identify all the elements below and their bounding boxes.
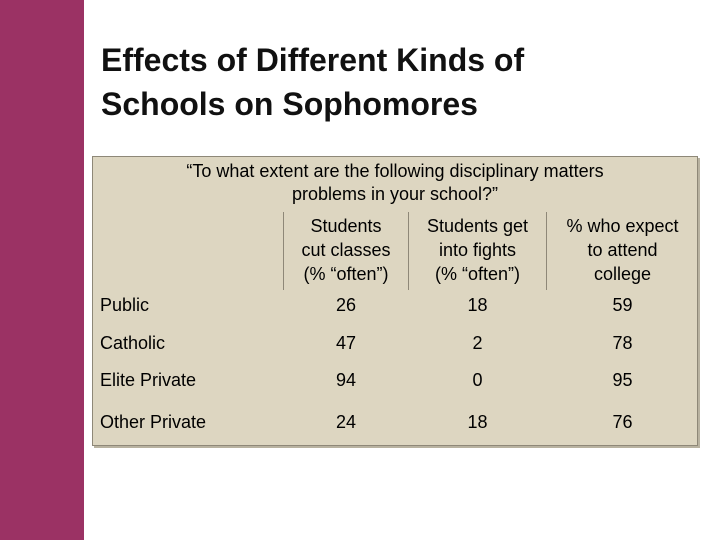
table-cell: 59 (612, 295, 633, 315)
column-divider (408, 212, 409, 290)
table-cell: 95 (612, 370, 633, 390)
table-cell: 18 (467, 295, 488, 315)
table-cell: 0 (472, 370, 483, 390)
left-accent-bar (0, 0, 84, 540)
column-header-line: into fights (438, 240, 517, 260)
column-header-line: % who expect (566, 216, 679, 236)
row-label-public: Public (100, 295, 150, 315)
table-cell: 24 (335, 412, 357, 432)
table-cell: 2 (472, 333, 483, 353)
column-header-line: to attend (587, 240, 658, 260)
survey-question: “To what extent are the following discip… (92, 160, 698, 206)
column-header-fights: Students get into fights (% “often”) (409, 214, 546, 286)
table-cell: 47 (335, 333, 357, 353)
table-cell: 26 (335, 295, 357, 315)
table-cell: 18 (467, 412, 488, 432)
column-header-college: % who expect to attend college (547, 214, 698, 286)
column-header-line: college (593, 264, 652, 284)
column-divider (283, 212, 284, 290)
row-label-catholic: Catholic (100, 333, 166, 353)
column-header-cut-classes: Students cut classes (% “often”) (284, 214, 408, 286)
column-header-line: (% “often”) (303, 264, 389, 284)
survey-question-line-2: problems in your school?” (291, 184, 499, 204)
column-divider (546, 212, 547, 290)
slide-title: Effects of Different Kinds of Schools on… (101, 38, 701, 126)
table-cell: 78 (612, 333, 633, 353)
slide-title-line-1: Effects of Different Kinds of (101, 42, 525, 78)
table-cell: 76 (612, 412, 633, 432)
column-header-line: (% “often”) (434, 264, 521, 284)
data-table (92, 156, 698, 446)
column-header-line: cut classes (301, 240, 391, 260)
row-label-elite-private: Elite Private (100, 370, 197, 390)
table-cell: 94 (335, 370, 357, 390)
column-header-line: Students (310, 216, 382, 236)
column-header-line: Students get (426, 216, 529, 236)
row-label-other-private: Other Private (100, 412, 207, 432)
survey-question-line-1: “To what extent are the following discip… (186, 161, 604, 181)
slide-title-line-2: Schools on Sophomores (101, 86, 478, 122)
